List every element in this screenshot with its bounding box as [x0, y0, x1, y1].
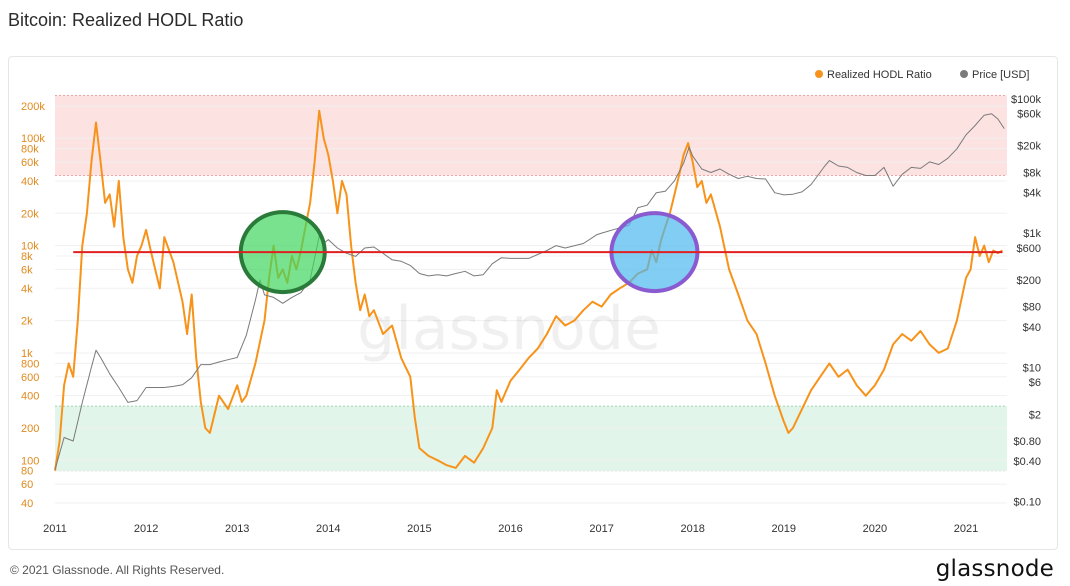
right-tick-label: $6	[1029, 377, 1041, 389]
copyright-text: © 2021 Glassnode. All Rights Reserved.	[10, 563, 225, 577]
left-tick-label: 8k	[21, 251, 33, 263]
left-tick-label: 6k	[21, 264, 33, 276]
right-tick-label: $4k	[1023, 188, 1041, 200]
x-tick-label: 2012	[134, 523, 158, 535]
legend[interactable]: Realized HODL Ratio Price [USD]	[815, 69, 1029, 81]
x-tick-label: 2014	[316, 523, 340, 535]
left-tick-label: 400	[21, 391, 39, 403]
x-tick-label: 2019	[772, 523, 796, 535]
band-lower	[55, 406, 1007, 471]
series-price-line	[54, 113, 1005, 470]
x-tick-label: 2016	[498, 523, 522, 535]
x-tick-label: 2017	[589, 523, 613, 535]
x-tick-label: 2013	[225, 523, 249, 535]
right-tick-label: $80	[1023, 302, 1041, 314]
legend-item-price[interactable]: Price [USD]	[960, 69, 1029, 81]
left-tick-label: 2k	[21, 316, 33, 328]
left-tick-label: 80	[21, 466, 33, 478]
left-tick-label: 1k	[21, 348, 33, 360]
left-tick-label: 40	[21, 498, 33, 510]
legend-label: Price [USD]	[972, 69, 1029, 81]
right-tick-label: $2	[1029, 409, 1041, 421]
left-tick-label: 100k	[21, 133, 45, 145]
right-tick-label: $1k	[1023, 228, 1041, 240]
brand-logo: glassnode	[935, 556, 1054, 582]
x-axis-ticks: 2011 2012 2013 2014 2015 2016 2017 2018 2019 2020…	[43, 523, 978, 535]
left-tick-label: 600	[21, 372, 39, 384]
x-tick-label: 2020	[863, 523, 887, 535]
x-tick-label: 2021	[954, 523, 978, 535]
legend-swatch	[960, 70, 968, 78]
series-hodl-line	[54, 109, 1003, 471]
left-tick-label: 20k	[21, 208, 39, 220]
left-tick-label: 80k	[21, 144, 39, 156]
right-tick-label: $600	[1017, 243, 1041, 255]
watermark-text: glassnode	[357, 294, 661, 364]
chart-svg: glassnode 200k100k80k60k40k20k10k8k6k4k2…	[21, 69, 1041, 535]
x-tick-label: 2015	[407, 523, 431, 535]
left-tick-label: 4k	[21, 283, 33, 295]
right-tick-label: $0.10	[1013, 497, 1041, 509]
left-tick-label: 800	[21, 358, 39, 370]
chart-panel: glassnode 200k 100k 80k 60k 40k 20k 10k 8k 6k 4k 2…	[8, 56, 1058, 550]
right-tick-label: $0.40	[1013, 456, 1041, 468]
legend-label: Realized HODL Ratio	[827, 69, 932, 81]
page-title: Bitcoin: Realized HODL Ratio	[8, 10, 244, 30]
left-tick-label: 60k	[21, 157, 39, 169]
x-tick-label: 2011	[43, 523, 67, 535]
right-tick-label: $60k	[1017, 109, 1041, 121]
band-layer	[55, 95, 1007, 472]
left-tick-label: 60	[21, 479, 33, 491]
x-tick-label: 2018	[680, 523, 704, 535]
right-tick-label: $100k	[1011, 94, 1041, 106]
left-tick-label: 200	[21, 423, 39, 435]
right-tick-label: $8k	[1023, 167, 1041, 179]
right-tick-label: $10	[1023, 362, 1041, 374]
left-tick-label: 10k	[21, 241, 39, 253]
legend-item-hodl[interactable]: Realized HODL Ratio	[815, 69, 932, 81]
legend-swatch	[815, 70, 823, 78]
gridlines	[55, 105, 1007, 504]
band-upper	[55, 95, 1007, 176]
series-layer	[54, 109, 1005, 471]
right-tick-label: $20k	[1017, 141, 1041, 153]
right-axis-ticks: $100k $60k $20k $8k $4k $1k $600 $200 $80 $40 $10 $…	[1011, 94, 1041, 509]
left-tick-label: 40k	[21, 176, 39, 188]
right-tick-label: $40	[1023, 322, 1041, 334]
right-tick-label: $0.80	[1013, 436, 1041, 448]
left-tick-label: 100	[21, 455, 39, 467]
right-tick-label: $200	[1017, 275, 1041, 287]
left-tick-label: 200k	[21, 101, 45, 113]
